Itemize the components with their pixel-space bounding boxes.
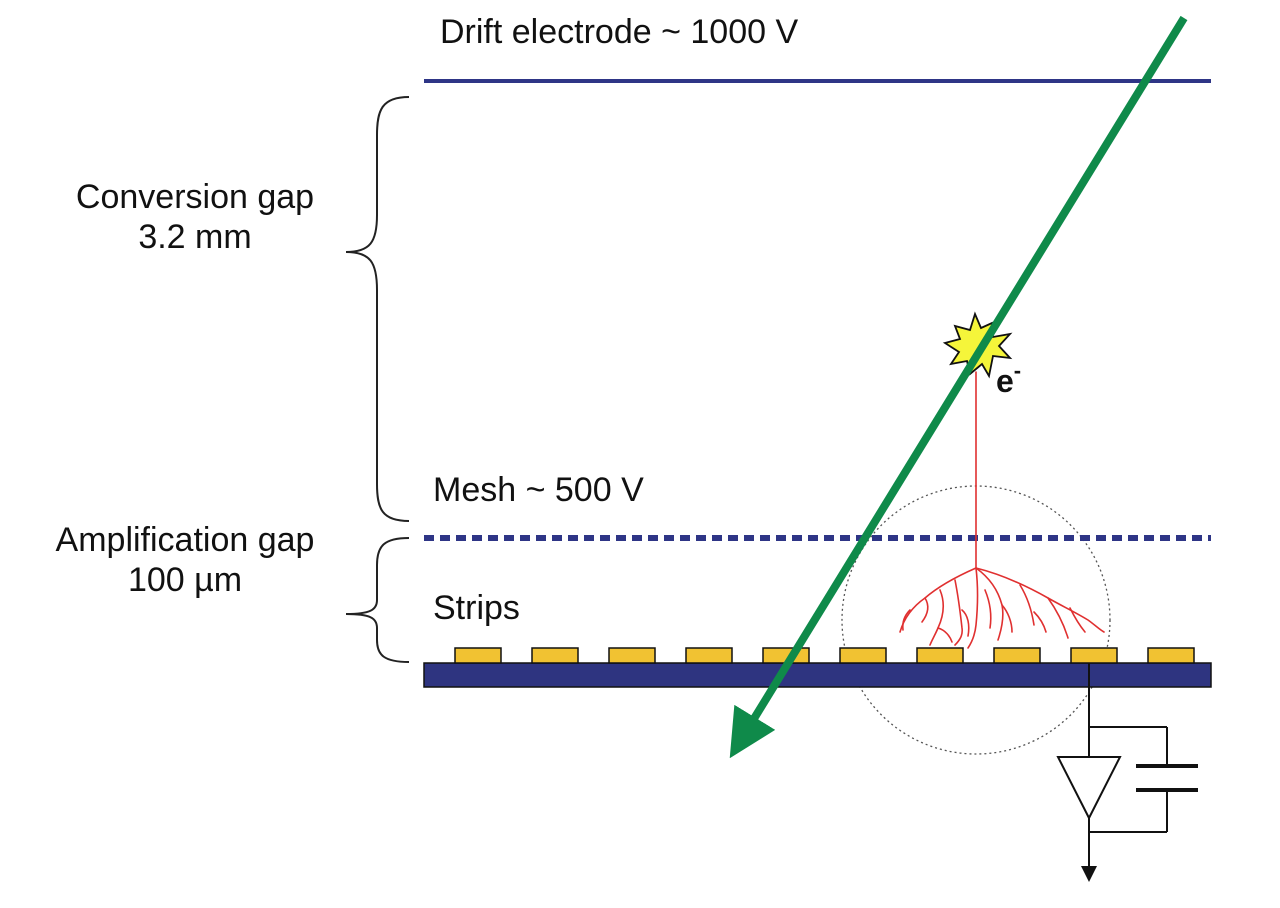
strip: [993, 647, 1041, 664]
arrow-down-icon: [1081, 866, 1097, 882]
strip: [1147, 647, 1195, 664]
electron-charge: -: [1013, 358, 1022, 383]
amplification-gap-value: 100 µm: [127, 561, 243, 599]
strip: [531, 647, 579, 664]
electron-avalanche: [899, 371, 1105, 649]
amplification-gap-title: Amplification gap: [55, 521, 315, 559]
strip: [685, 647, 733, 664]
readout-circuit: [1088, 663, 1168, 868]
particle-track: [729, 15, 1188, 759]
drift-electrode-label: Drift electrode ~ 1000 V: [440, 13, 799, 51]
strip: [608, 647, 656, 664]
strip: [916, 647, 964, 664]
amplification-gap-label: Amplification gap 100 µm: [20, 520, 350, 600]
electron-label: e-: [996, 360, 1021, 400]
triangle-amplifier-icon: [1056, 756, 1122, 821]
strips: [454, 647, 1195, 664]
capacitor-icon: [1136, 764, 1198, 792]
conversion-gap-value: 3.2 mm: [138, 218, 252, 256]
mesh-label: Mesh ~ 500 V: [433, 471, 644, 509]
amplification-gap-brace: [345, 537, 410, 663]
strip: [454, 647, 502, 664]
strips-label: Strips: [433, 589, 520, 627]
strip: [839, 647, 887, 664]
readout-board: [423, 662, 1212, 688]
electron-symbol: e: [996, 363, 1014, 399]
conversion-gap-title: Conversion gap: [75, 178, 315, 216]
conversion-gap-label: Conversion gap 3.2 mm: [40, 177, 350, 257]
starburst-icon: [942, 311, 1013, 379]
strip: [1070, 647, 1118, 664]
conversion-gap-brace: [345, 96, 410, 522]
